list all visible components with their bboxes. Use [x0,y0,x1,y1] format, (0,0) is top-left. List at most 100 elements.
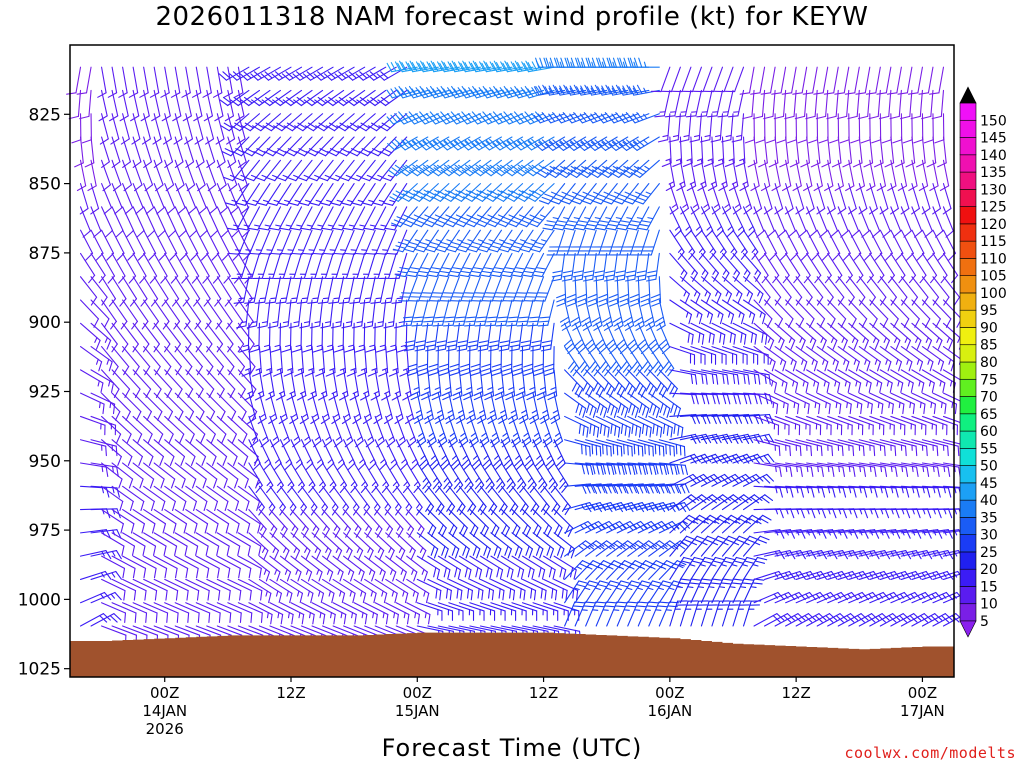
wind-barb [153,555,178,579]
wind-barb [101,555,126,579]
wind-barb [314,89,345,107]
wind-barb [111,532,136,556]
wind-barb [143,252,158,284]
wind-barb [79,439,107,457]
wind-barb [269,555,292,582]
wind-barb [132,322,150,353]
wind-barb [479,555,504,580]
wind-barb [346,113,376,132]
wind-barb [661,66,681,93]
wind-barb [564,415,589,438]
source-credit[interactable]: coolwx.com/modelts [844,744,1016,762]
wind-barb [553,485,571,516]
wind-barb [448,462,464,493]
wind-barb [111,346,130,376]
wind-barb [290,602,315,625]
wind-barb [427,578,452,601]
wind-barb [869,346,892,372]
wind-barb [277,183,303,206]
wind-barb [143,276,159,307]
wind-barb [122,346,140,376]
wind-barb [164,439,186,466]
wind-barb [482,276,503,302]
wind-barb [164,555,189,579]
wind-barb [792,66,808,95]
wind-barb [380,276,397,304]
wind-barb [119,89,129,122]
wind-barb [206,532,230,556]
wind-barb [153,276,169,307]
wind-barb [921,89,934,120]
wind-barb [714,66,734,93]
wind-barb [816,508,847,519]
wind-barb [290,578,314,604]
wind-barb [237,555,262,579]
wind-barb [185,578,210,601]
colorbar-label: 70 [980,390,998,406]
wind-barb [353,206,376,231]
wind-barb [827,369,851,393]
wind-barb [742,252,762,282]
wind-barb [143,136,152,168]
wind-barb [132,532,157,556]
wind-barb [304,252,324,280]
wind-barb [359,276,376,304]
wind-barb [448,252,471,278]
wind-barb [143,415,164,444]
wind-barb [174,439,196,466]
wind-barb [195,509,219,534]
wind-barb [271,229,292,255]
wind-barb [345,66,376,81]
wind-barb [440,276,460,302]
x-tick-label: 14JAN [142,702,187,720]
wind-barb [227,578,252,601]
wind-barb [153,532,178,556]
wind-barb [481,60,513,73]
wind-barb [921,346,945,372]
wind-barb [185,415,206,444]
wind-barb [252,252,271,280]
wind-barb [313,229,334,255]
wind-barb [564,502,596,513]
wind-barb [90,550,122,560]
wind-barb [900,508,932,519]
wind-barb [437,415,448,448]
wind-barb [227,415,248,444]
wind-barb [532,252,555,278]
wind-barb [153,346,172,376]
wind-barb [421,299,439,327]
wind-barb [237,509,261,534]
wind-barb [813,66,829,95]
wind-barb [616,580,642,604]
wind-barb [443,299,460,327]
wind-barb [585,601,606,627]
wind-barb [648,601,669,627]
wind-barb [386,60,418,73]
wind-barb [448,439,461,471]
wind-barb [437,462,453,493]
wind-barb [237,462,260,489]
wind-barb [406,555,428,582]
wind-barb [900,89,913,120]
wind-barb [508,229,534,253]
colorbar-label: 35 [980,510,998,526]
wind-barb [153,439,175,466]
wind-barb [827,508,858,519]
wind-barb [537,299,555,327]
wind-barb [461,276,481,302]
wind-barb [260,66,292,81]
wind-barb [450,136,481,151]
wind-barb [721,556,747,580]
colorbar-segment [959,586,977,605]
wind-barb [868,89,881,120]
wind-barb [195,602,221,623]
colorbar-segment [959,258,977,276]
wind-barb [385,578,409,604]
wind-barb [153,509,177,534]
colorbar-segment [959,482,977,501]
wind-barb [427,252,450,278]
wind-barb [410,183,439,202]
wind-barb [416,532,439,559]
wind-barb [419,276,439,302]
